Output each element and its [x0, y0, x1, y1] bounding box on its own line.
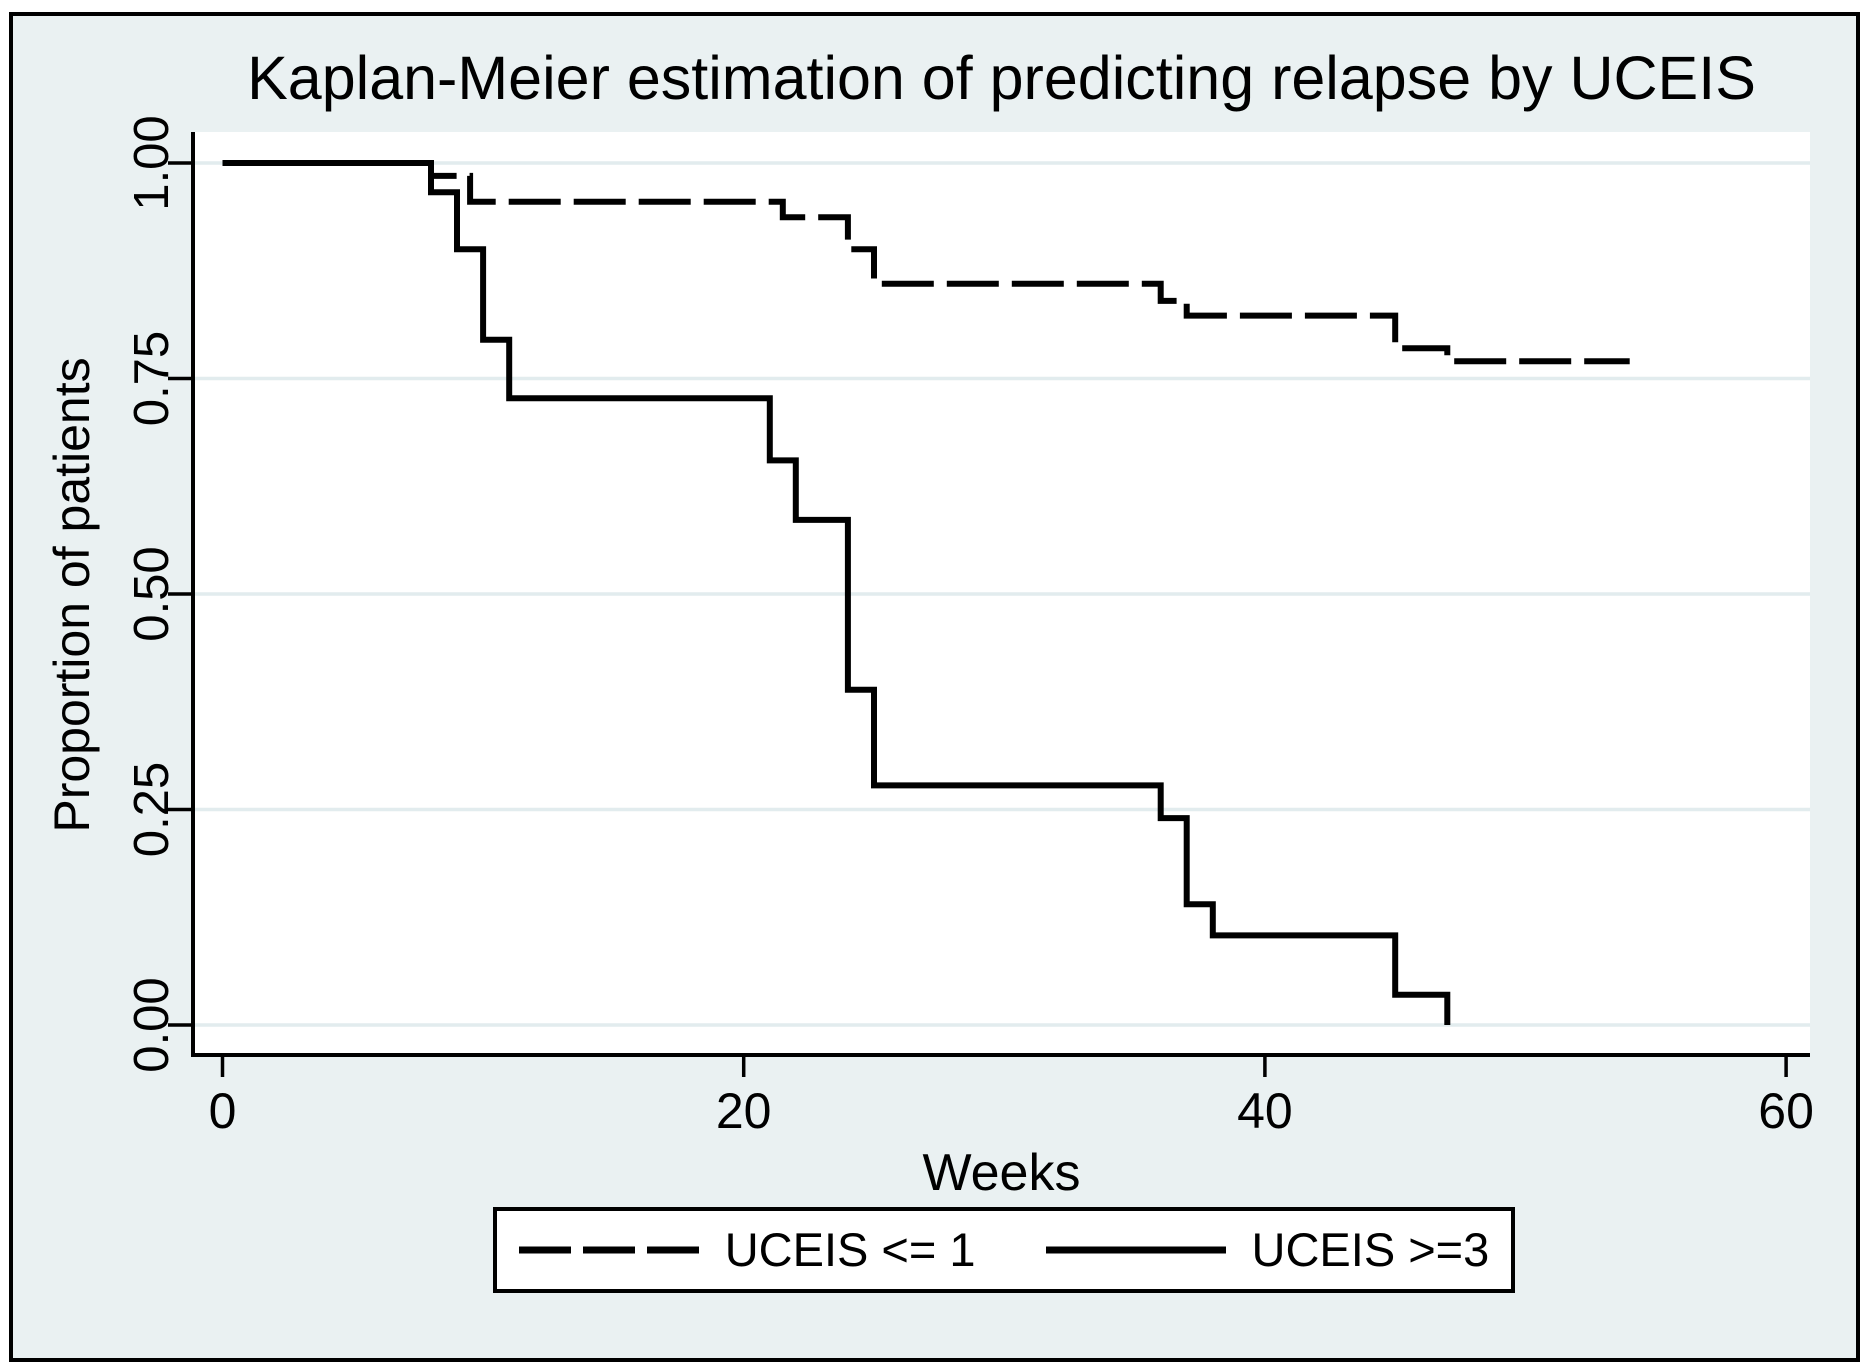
y-axis-title: Proportion of patients [44, 357, 100, 833]
legend: UCEIS <= 1 UCEIS >=3 [493, 1207, 1515, 1293]
legend-label-uceis-ge-3: UCEIS >=3 [1251, 1223, 1490, 1276]
dashed-line-swatch-icon [518, 1246, 699, 1254]
legend-label-uceis-le-1: UCEIS <= 1 [724, 1223, 976, 1276]
legend-item-uceis-ge-3: UCEIS >=3 [1045, 1223, 1490, 1276]
solid-line-swatch-icon [1045, 1246, 1226, 1254]
chart-title: Kaplan-Meier estimation of predicting re… [247, 44, 1756, 112]
legend-item-uceis-le-1: UCEIS <= 1 [518, 1223, 976, 1276]
x-axis-title: Weeks [922, 1144, 1081, 1202]
